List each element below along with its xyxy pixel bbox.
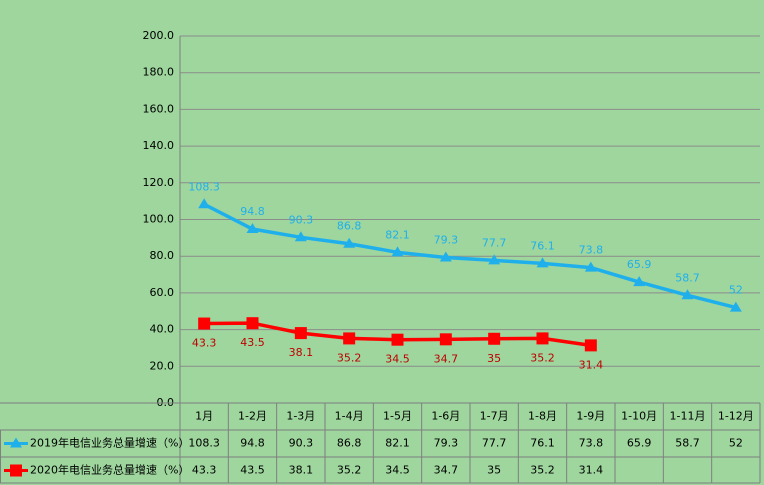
data-label: 86.8	[337, 220, 362, 233]
x-tick-label: 1月	[195, 410, 213, 423]
y-tick-label: 160.0	[143, 102, 175, 115]
marker	[391, 246, 404, 257]
table-cell: 34.7	[434, 464, 459, 477]
marker	[488, 332, 501, 345]
x-tick-label: 1-5月	[383, 410, 412, 423]
table-cell: 35.2	[337, 464, 362, 477]
table-cell: 31.4	[579, 464, 604, 477]
data-label: 65.9	[627, 258, 652, 271]
table-cell: 108.3	[188, 437, 220, 450]
table-cell: 94.8	[240, 437, 265, 450]
marker	[536, 257, 549, 268]
data-label: 38.1	[289, 346, 314, 359]
legend-label: 2020年电信业务总量增速（%）	[30, 463, 189, 477]
data-label: 82.1	[385, 228, 410, 241]
x-tick-label: 1-8月	[528, 410, 557, 423]
marker	[246, 223, 259, 234]
marker	[439, 251, 452, 262]
y-tick-label: 120.0	[143, 176, 175, 189]
table-cell: 43.5	[240, 464, 265, 477]
y-tick-label: 200.0	[143, 29, 175, 42]
table-cell: 58.7	[675, 437, 700, 450]
x-tick-label: 1-4月	[335, 410, 364, 423]
table-cell: 35	[487, 464, 501, 477]
marker	[681, 289, 694, 300]
table-cell: 82.1	[385, 437, 410, 450]
data-label: 77.7	[482, 236, 507, 249]
x-tick-label: 1-10月	[621, 410, 657, 423]
y-tick-label: 40.0	[150, 323, 175, 336]
table-cell: 52	[729, 437, 743, 450]
table-cell: 86.8	[337, 437, 362, 450]
x-tick-label: 1-2月	[238, 410, 267, 423]
data-label: 35.2	[337, 351, 362, 364]
x-tick-label: 1-12月	[718, 410, 754, 423]
marker	[246, 317, 259, 330]
marker	[584, 339, 597, 352]
marker	[729, 301, 742, 312]
legend-label: 2019年电信业务总量增速（%）	[30, 436, 189, 450]
x-tick-label: 1-9月	[576, 410, 605, 423]
table-cell: 43.3	[192, 464, 217, 477]
table-cell: 35.2	[530, 464, 555, 477]
data-label: 31.4	[579, 358, 604, 371]
y-tick-label: 80.0	[150, 249, 175, 262]
marker	[294, 231, 307, 242]
marker	[536, 332, 549, 345]
marker	[391, 333, 404, 346]
table-cell: 65.9	[627, 437, 652, 450]
data-label: 34.7	[434, 352, 459, 365]
table-cell: 90.3	[289, 437, 314, 450]
data-label: 35.2	[530, 351, 555, 364]
y-tick-label: 100.0	[143, 213, 175, 226]
marker	[10, 437, 22, 448]
marker	[633, 276, 646, 287]
data-label: 58.7	[675, 271, 700, 284]
table-cell: 34.5	[385, 464, 410, 477]
marker	[343, 237, 356, 248]
marker	[198, 317, 211, 330]
data-label: 34.5	[385, 353, 410, 366]
marker	[294, 327, 307, 340]
table-cell: 77.7	[482, 437, 507, 450]
marker	[584, 261, 597, 272]
x-tick-label: 1-7月	[480, 410, 509, 423]
marker	[10, 464, 22, 477]
data-label: 108.3	[188, 180, 220, 193]
data-label: 43.5	[240, 336, 265, 349]
data-label: 79.3	[434, 233, 459, 246]
marker	[439, 333, 452, 346]
marker	[488, 254, 501, 265]
table-cell: 79.3	[434, 437, 459, 450]
y-tick-label: 20.0	[150, 359, 175, 372]
x-tick-label: 1-3月	[286, 410, 315, 423]
table-cell: 38.1	[289, 464, 314, 477]
data-label: 76.1	[530, 239, 555, 252]
x-tick-label: 1-6月	[431, 410, 460, 423]
marker	[343, 332, 356, 345]
series-line	[203, 202, 737, 310]
data-label: 35	[487, 352, 501, 365]
data-label: 94.8	[240, 205, 265, 218]
data-label: 43.3	[192, 337, 217, 350]
y-tick-label: 140.0	[143, 139, 175, 152]
marker	[198, 198, 211, 209]
data-label: 52	[729, 284, 743, 297]
y-tick-label: 60.0	[150, 286, 175, 299]
table-cell: 73.8	[579, 437, 604, 450]
y-tick-label: 180.0	[143, 66, 175, 79]
data-label: 73.8	[579, 244, 604, 257]
x-tick-label: 1-11月	[670, 410, 706, 423]
data-label: 90.3	[289, 213, 314, 226]
table-cell: 76.1	[530, 437, 555, 450]
